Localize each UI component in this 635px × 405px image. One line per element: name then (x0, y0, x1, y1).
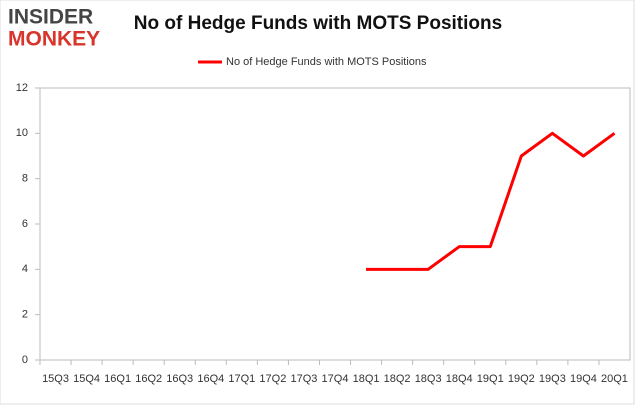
series-line (366, 131, 616, 271)
x-tick-label: 18Q2 (384, 373, 411, 385)
x-tick-label: 16Q4 (197, 373, 224, 385)
y-tick-label: 10 (16, 127, 28, 139)
y-tick-label: 8 (22, 173, 28, 185)
logo-bottom: MONKEY (8, 28, 100, 51)
legend-label: No of Hedge Funds with MOTS Positions (226, 56, 427, 68)
y-tick-label: 2 (22, 309, 28, 321)
y-tick-label: 6 (22, 218, 28, 230)
x-tick-label: 15Q4 (73, 373, 100, 385)
x-tick-label: 18Q3 (415, 373, 442, 385)
y-tick-label: 0 (22, 354, 28, 366)
x-tick-label: 17Q3 (290, 373, 317, 385)
x-tick-label: 15Q3 (42, 373, 69, 385)
chart-title: No of Hedge Funds with MOTS Positions (134, 13, 502, 34)
x-tick-label: 18Q4 (446, 373, 473, 385)
x-tick-label: 17Q4 (322, 373, 349, 385)
x-tick-label: 19Q4 (570, 373, 597, 385)
x-tick-label: 19Q2 (508, 373, 535, 385)
x-tick-label: 19Q1 (477, 373, 504, 385)
x-tick-label: 17Q2 (259, 373, 286, 385)
x-tick-label: 16Q3 (166, 373, 193, 385)
y-tick-label: 4 (22, 263, 28, 275)
x-tick-label: 16Q1 (104, 373, 131, 385)
x-tick-label: 20Q1 (601, 373, 628, 385)
y-tick-label: 12 (16, 82, 28, 94)
x-tick-label: 17Q1 (228, 373, 255, 385)
x-tick-label: 18Q1 (353, 373, 380, 385)
x-tick-label: 19Q3 (539, 373, 566, 385)
logo-top: INSIDER (8, 6, 93, 29)
x-tick-label: 16Q2 (135, 373, 162, 385)
